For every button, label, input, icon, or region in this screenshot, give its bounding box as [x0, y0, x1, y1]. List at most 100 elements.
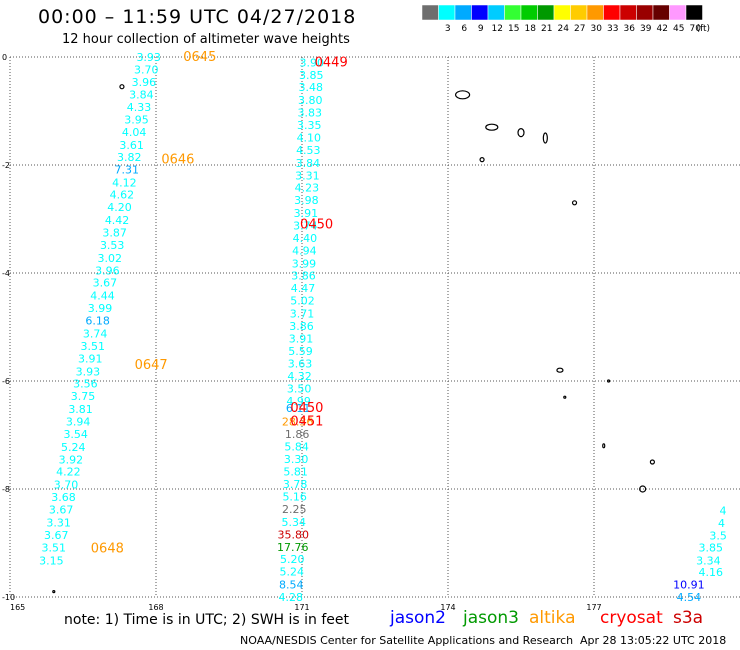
- wave-height-label: 3.96: [95, 264, 120, 277]
- wave-height-label: 3.31: [46, 516, 71, 529]
- wave-height-label: 3.50: [287, 383, 312, 396]
- wave-height-label: 3.71: [290, 308, 315, 321]
- wave-height-label: 4.10: [297, 131, 322, 144]
- wave-height-label: 3.86: [291, 270, 316, 283]
- wave-height-label: 4.33: [127, 101, 152, 114]
- wave-height-label: 3.70: [54, 479, 79, 492]
- island-outline: [649, 459, 656, 465]
- wave-height-label: 3.78: [283, 478, 308, 491]
- wave-height-label: 17.76: [277, 541, 309, 554]
- wave-height-label: 3.53: [100, 239, 125, 252]
- timestamp: Apr 28 13:05:22 UTC 2018: [580, 634, 727, 647]
- wave-height-label: 4: [719, 505, 726, 518]
- time-label: 0450: [290, 401, 323, 416]
- sat-cryosat: cryosat: [600, 608, 663, 628]
- island-outline: [479, 157, 485, 163]
- x-tick-label: 165: [10, 603, 25, 612]
- wave-height-label: 4.47: [291, 282, 316, 295]
- island-outline: [563, 395, 567, 399]
- wave-height-label: 3.02: [98, 252, 123, 265]
- wave-height-label: 3.67: [93, 277, 118, 290]
- wave-height-label: 3.93: [136, 51, 161, 64]
- wave-height-label: 3.91: [78, 352, 103, 365]
- wave-height-label: 4.94: [292, 244, 317, 257]
- wave-height-label: 4.53: [296, 144, 321, 157]
- wave-height-label: 3.91: [289, 332, 314, 345]
- wave-height-label: 28.36: [282, 416, 314, 429]
- legend-label: 27: [574, 24, 585, 34]
- legend-label: 3: [445, 24, 451, 34]
- wave-height-label: 3.74: [293, 219, 318, 232]
- y-tick-label: -8: [2, 485, 10, 494]
- sat-jason3: jason3: [463, 608, 519, 628]
- wave-height-label: 3.70: [134, 63, 159, 76]
- legend-label: 6: [461, 24, 467, 34]
- island-outline: [602, 443, 606, 449]
- wave-height-label: 4.54: [677, 591, 702, 604]
- wave-height-label: 4.16: [699, 566, 724, 579]
- wave-height-label: 3.51: [80, 340, 105, 353]
- legend-swatch: [685, 5, 703, 21]
- island-outline: [485, 123, 499, 131]
- wave-height-label: 10.91: [673, 579, 705, 592]
- wave-height-label: 3.83: [298, 107, 323, 120]
- sat-s3a: s3a: [673, 608, 704, 628]
- time-label: 0647: [135, 358, 168, 373]
- legend-label: 15: [508, 24, 519, 34]
- wave-height-label: 3.81: [68, 403, 93, 416]
- sat-altika: altika: [529, 608, 576, 628]
- wave-height-label: 3.99: [292, 257, 317, 270]
- wave-height-label: 2.25: [282, 503, 307, 516]
- x-tick-label: 177: [586, 603, 601, 612]
- wave-height-label: 3.85: [299, 69, 324, 82]
- wave-height-label: 4.28: [279, 591, 304, 604]
- wave-height-label: 3.15: [39, 554, 64, 567]
- x-tick-label: 174: [440, 603, 455, 612]
- wave-height-label: 3.94: [66, 416, 91, 429]
- wave-height-label: 1.86: [285, 428, 310, 441]
- y-tick-label: -6: [2, 377, 10, 386]
- wave-height-label: 3.68: [51, 491, 76, 504]
- wave-height-label: 4.04: [122, 126, 147, 139]
- legend-label: 36: [624, 24, 636, 34]
- wave-height-label: 3.67: [44, 529, 69, 542]
- legend-label: 12: [492, 24, 503, 34]
- wave-height-label: 5.81: [283, 466, 308, 479]
- x-tick-label: 168: [148, 603, 163, 612]
- time-label: 0645: [183, 50, 216, 65]
- wave-height-label: 3.84: [296, 157, 321, 170]
- wave-height-label: 5.24: [61, 441, 86, 454]
- wave-height-label: 4.23: [295, 182, 320, 195]
- wave-height-label: 3.54: [63, 428, 88, 441]
- y-tick-label: -2: [2, 161, 10, 170]
- time-label: 0646: [161, 153, 194, 168]
- wave-height-label: 4.42: [105, 214, 130, 227]
- y-tick-label: -10: [2, 593, 15, 602]
- island-outline: [556, 367, 564, 373]
- legend-unit: (ft): [697, 24, 711, 34]
- wave-height-label: 5.34: [281, 516, 306, 529]
- wave-height-label: 3.84: [129, 88, 154, 101]
- wave-height-label: 3.56: [73, 378, 98, 391]
- wave-height-label: 3.87: [102, 227, 127, 240]
- legend-label: 70: [690, 24, 702, 34]
- color-legend: 3 6 9 12 15 18 21 24 27 30 33 36 39 42 45 70(ft): [422, 5, 711, 34]
- wave-height-label: 4.62: [110, 189, 135, 202]
- wave-height-label: 3.34: [696, 554, 721, 567]
- wave-height-label: 5.59: [288, 345, 313, 358]
- wave-height-label: 35.80: [277, 528, 309, 541]
- wave-height-label: 4.44: [90, 290, 115, 303]
- wave-height-label: 5.24: [280, 566, 305, 579]
- wave-height-label: 4: [718, 517, 725, 530]
- wave-height-label: 3.82: [117, 151, 142, 164]
- time-label: 0449: [315, 55, 348, 70]
- wave-height-label: 8.54: [279, 579, 304, 592]
- wave-height-label: 5.16: [282, 491, 307, 504]
- wave-height-label: 4.22: [56, 466, 81, 479]
- wave-height-label: 3.31: [295, 169, 320, 182]
- legend-label: 24: [558, 24, 570, 34]
- legend-label: 45: [673, 24, 684, 34]
- y-tick-label: 0: [2, 53, 7, 62]
- wave-height-label: 3.90: [299, 56, 324, 69]
